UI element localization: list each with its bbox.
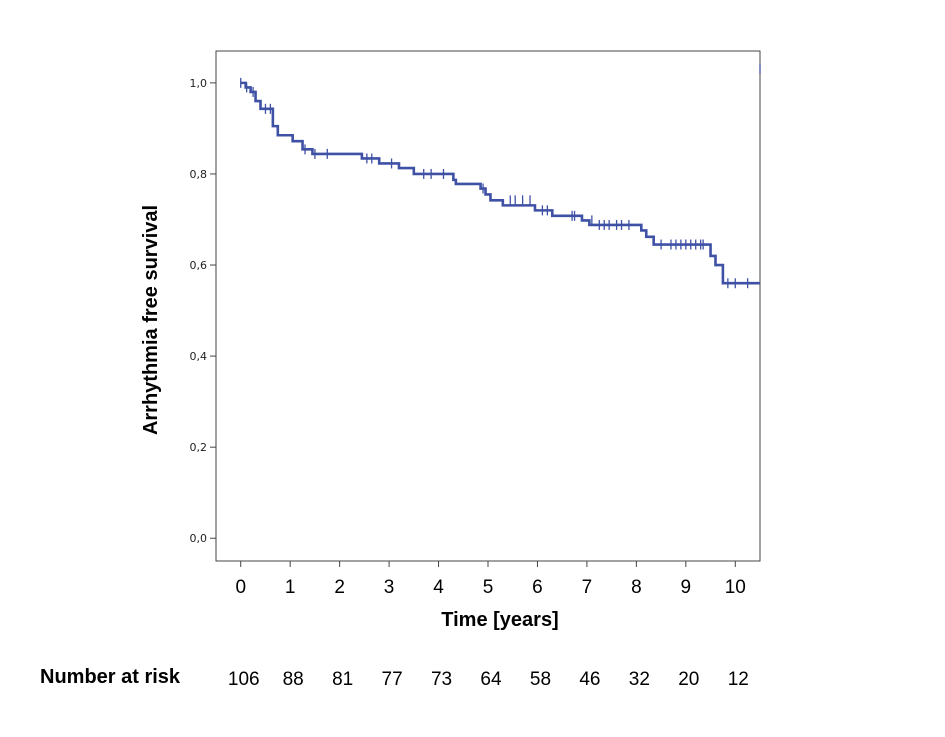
x-tick-label: 7 [582, 577, 593, 598]
x-tick-label: 3 [384, 577, 395, 598]
risk-value: 77 [382, 669, 403, 690]
risk-value: 58 [530, 669, 551, 690]
x-tick-label: 2 [334, 577, 345, 598]
x-tick-label: 4 [433, 577, 444, 598]
x-tick-label: 9 [681, 577, 692, 598]
y-axis: 0,0 0,2 0,4 0,6 0,8 1,0 [190, 77, 216, 545]
x-axis-title: Time [years] [441, 609, 558, 631]
risk-value: 73 [431, 669, 452, 690]
x-tick-label: 6 [532, 577, 543, 598]
y-tick-label: 0,8 [190, 168, 208, 181]
risk-value: 106 [228, 669, 260, 690]
risk-value: 20 [678, 669, 699, 690]
risk-value: 64 [480, 669, 502, 690]
y-axis-title: Arrhythmia free survival [140, 205, 162, 435]
censor-marks-group [240, 64, 761, 289]
x-tick-label: 5 [483, 577, 494, 598]
y-tick-label: 0,6 [190, 259, 208, 272]
x-tick-label: 1 [285, 577, 296, 598]
x-axis: 0 1 2 3 4 5 6 7 8 9 10 [235, 561, 746, 598]
risk-table-values: 106 88 81 77 73 64 58 46 32 20 12 [228, 669, 749, 690]
risk-value: 32 [629, 669, 650, 690]
survival-curve [240, 81, 760, 285]
risk-value: 88 [283, 669, 304, 690]
risk-value: 46 [579, 669, 600, 690]
y-tick-label: 0,0 [190, 532, 208, 545]
y-tick-label: 0,4 [190, 350, 208, 363]
survival-curve-group [240, 81, 760, 285]
risk-value: 81 [332, 669, 353, 690]
x-tick-label: 8 [631, 577, 642, 598]
x-tick-label: 0 [235, 577, 246, 598]
y-tick-label: 0,2 [190, 441, 208, 454]
y-tick-label: 1,0 [190, 77, 208, 90]
risk-table-title: Number at risk [40, 666, 181, 688]
x-tick-label: 10 [725, 577, 746, 598]
plot-frame [215, 50, 761, 562]
risk-value: 12 [728, 669, 749, 690]
